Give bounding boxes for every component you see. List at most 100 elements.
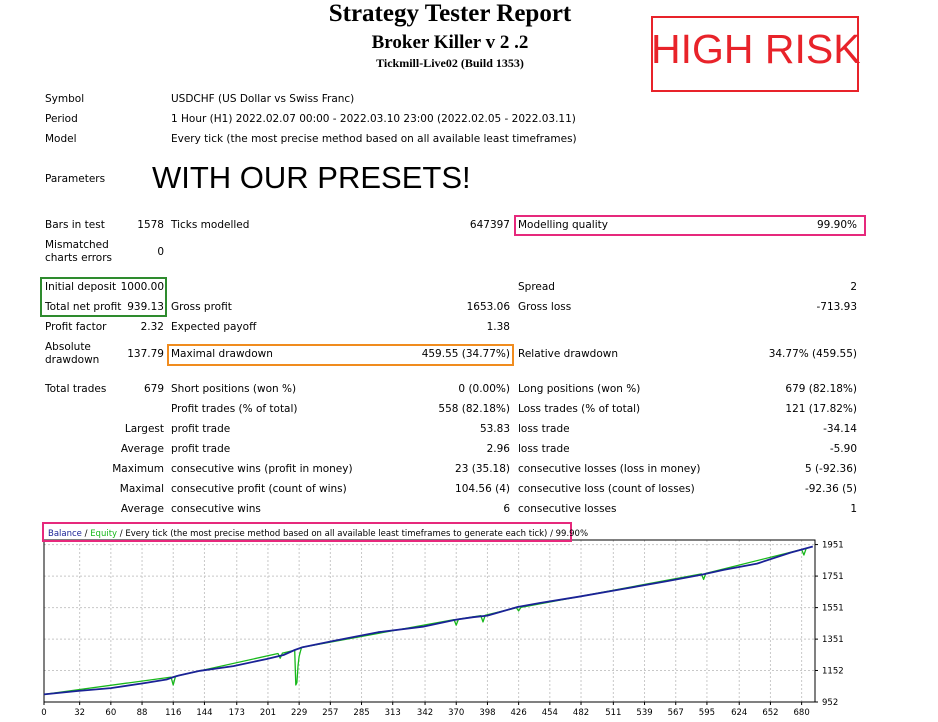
y-tick-label: 1351 xyxy=(822,635,844,645)
drawdown-highlight xyxy=(167,344,514,366)
total-trades-value: 679 xyxy=(143,383,164,395)
report-title: Strategy Tester Report xyxy=(328,0,572,27)
x-tick-label: 398 xyxy=(479,708,495,718)
mismatch-value: 0 xyxy=(157,246,164,258)
expert-name: Broker Killer v 2 .2 xyxy=(371,32,529,53)
maximal-cons-loss-label: consecutive loss (count of losses) xyxy=(518,483,695,495)
symbol-label: Symbol xyxy=(45,93,85,105)
model-value: Every tick (the most precise method base… xyxy=(171,133,577,145)
max-drawdown-label: Maximal drawdown xyxy=(171,348,273,360)
high-risk-label: HIGH RISK xyxy=(651,26,861,72)
x-tick-label: 229 xyxy=(291,708,307,718)
x-tick-label: 454 xyxy=(542,708,558,718)
x-tick-label: 173 xyxy=(229,708,245,718)
y-tick-label: 1751 xyxy=(822,572,844,582)
profit-factor-value: 2.32 xyxy=(140,321,164,333)
total-trades-label: Total trades xyxy=(45,383,107,395)
largest-loss-value: -34.14 xyxy=(823,423,857,435)
x-tick-label: 652 xyxy=(762,708,778,718)
x-tick-label: 482 xyxy=(573,708,589,718)
net-profit-value: 939.13 xyxy=(127,301,164,313)
avg-profit-value: 2.96 xyxy=(486,443,510,455)
legend-description: / Every tick (the most precise method ba… xyxy=(117,529,588,539)
legend-sep: / xyxy=(82,529,90,539)
spread-value: 2 xyxy=(850,281,857,293)
maximal-cons-profit-value: 104.56 (4) xyxy=(455,483,510,495)
avg-cons-losses-label: consecutive losses xyxy=(518,503,617,515)
x-tick-label: 595 xyxy=(699,708,715,718)
x-tick-label: 0 xyxy=(41,708,46,718)
loss-trades-value: 121 (17.82%) xyxy=(785,403,857,415)
abs-drawdown-value: 137.79 xyxy=(127,348,164,360)
x-tick-label: 60 xyxy=(105,708,116,718)
chart-legend: Balance / Equity / Every tick (the most … xyxy=(48,529,588,539)
deposit-label: Initial deposit xyxy=(45,281,117,293)
avg-loss-value: -5.90 xyxy=(829,443,857,455)
y-tick-label: 1951 xyxy=(822,541,844,551)
x-tick-label: 567 xyxy=(668,708,684,718)
maximal-cons-profit-label: consecutive profit (count of wins) xyxy=(171,483,347,495)
presets-overlay: WITH OUR PRESETS! xyxy=(152,160,471,195)
legend-equity: Equity xyxy=(90,529,117,539)
abs-drawdown-label-2: drawdown xyxy=(45,354,100,366)
gross-profit-label: Gross profit xyxy=(171,301,232,313)
period-value: 1 Hour (H1) 2022.02.07 00:00 - 2022.03.1… xyxy=(171,113,576,125)
x-tick-label: 116 xyxy=(165,708,181,718)
avg-profit-label: profit trade xyxy=(171,443,231,455)
symbol-value: USDCHF (US Dollar vs Swiss Franc) xyxy=(171,93,355,105)
max-cons-losses-value: 5 (-92.36) xyxy=(804,463,857,475)
quality-highlight xyxy=(514,215,866,236)
x-tick-label: 144 xyxy=(196,708,212,718)
quality-value: 99.90% xyxy=(816,219,857,231)
avg-loss-label: loss trade xyxy=(518,443,570,455)
rel-drawdown-label: Relative drawdown xyxy=(518,348,619,360)
model-label: Model xyxy=(45,133,77,145)
ticks-value: 647397 xyxy=(469,219,510,231)
long-positions-label: Long positions (won %) xyxy=(518,383,641,395)
expected-payoff-value: 1.38 xyxy=(486,321,510,333)
max-cons-wins-label: consecutive wins (profit in money) xyxy=(171,463,353,475)
server-name: Tickmill-Live02 (Build 1353) xyxy=(376,56,524,70)
largest-loss-label: loss trade xyxy=(518,423,570,435)
spread-label: Spread xyxy=(518,281,555,293)
expected-payoff-label: Expected payoff xyxy=(171,321,257,333)
bars-value: 1578 xyxy=(137,219,164,231)
avg-cons-wins-value: 6 xyxy=(503,503,510,515)
x-tick-label: 511 xyxy=(605,708,621,718)
period-label: Period xyxy=(45,113,78,125)
y-axis-ticks: 1951 1751 1551 1351 1152 952 xyxy=(815,541,844,708)
maximal-label: Maximal xyxy=(119,483,164,495)
average-label: Average xyxy=(120,443,164,455)
profit-trades-label: Profit trades (% of total) xyxy=(171,403,298,415)
y-tick-label: 1152 xyxy=(822,666,844,676)
short-positions-label: Short positions (won %) xyxy=(171,383,297,395)
x-tick-label: 342 xyxy=(417,708,433,718)
quality-label: Modelling quality xyxy=(518,219,608,231)
parameters-label: Parameters xyxy=(45,173,106,185)
profit-trades-value: 558 (82.18%) xyxy=(438,403,510,415)
x-tick-label: 624 xyxy=(731,708,747,718)
maximum-label: Maximum xyxy=(112,463,164,475)
gross-loss-value: -713.93 xyxy=(816,301,857,313)
short-positions-value: 0 (0.00%) xyxy=(458,383,510,395)
net-profit-label: Total net profit xyxy=(45,301,122,313)
deposit-value: 1000.00 xyxy=(120,281,164,293)
x-tick-label: 426 xyxy=(511,708,527,718)
legend-balance: Balance xyxy=(48,529,82,539)
average2-label: Average xyxy=(120,503,164,515)
y-tick-label: 952 xyxy=(822,698,838,708)
abs-drawdown-label-1: Absolute xyxy=(45,341,91,353)
y-tick-label: 1551 xyxy=(822,604,844,614)
x-tick-label: 88 xyxy=(137,708,148,718)
x-tick-label: 539 xyxy=(636,708,652,718)
deposit-highlight xyxy=(40,277,167,317)
x-tick-label: 257 xyxy=(322,708,338,718)
x-tick-label: 370 xyxy=(448,708,464,718)
x-tick-label: 201 xyxy=(260,708,276,718)
maximal-cons-loss-value: -92.36 (5) xyxy=(804,483,857,495)
ticks-label: Ticks modelled xyxy=(171,219,250,231)
mismatch-label-2: charts errors xyxy=(45,252,112,264)
chart-grid xyxy=(44,540,815,703)
legend-highlight xyxy=(42,522,572,542)
